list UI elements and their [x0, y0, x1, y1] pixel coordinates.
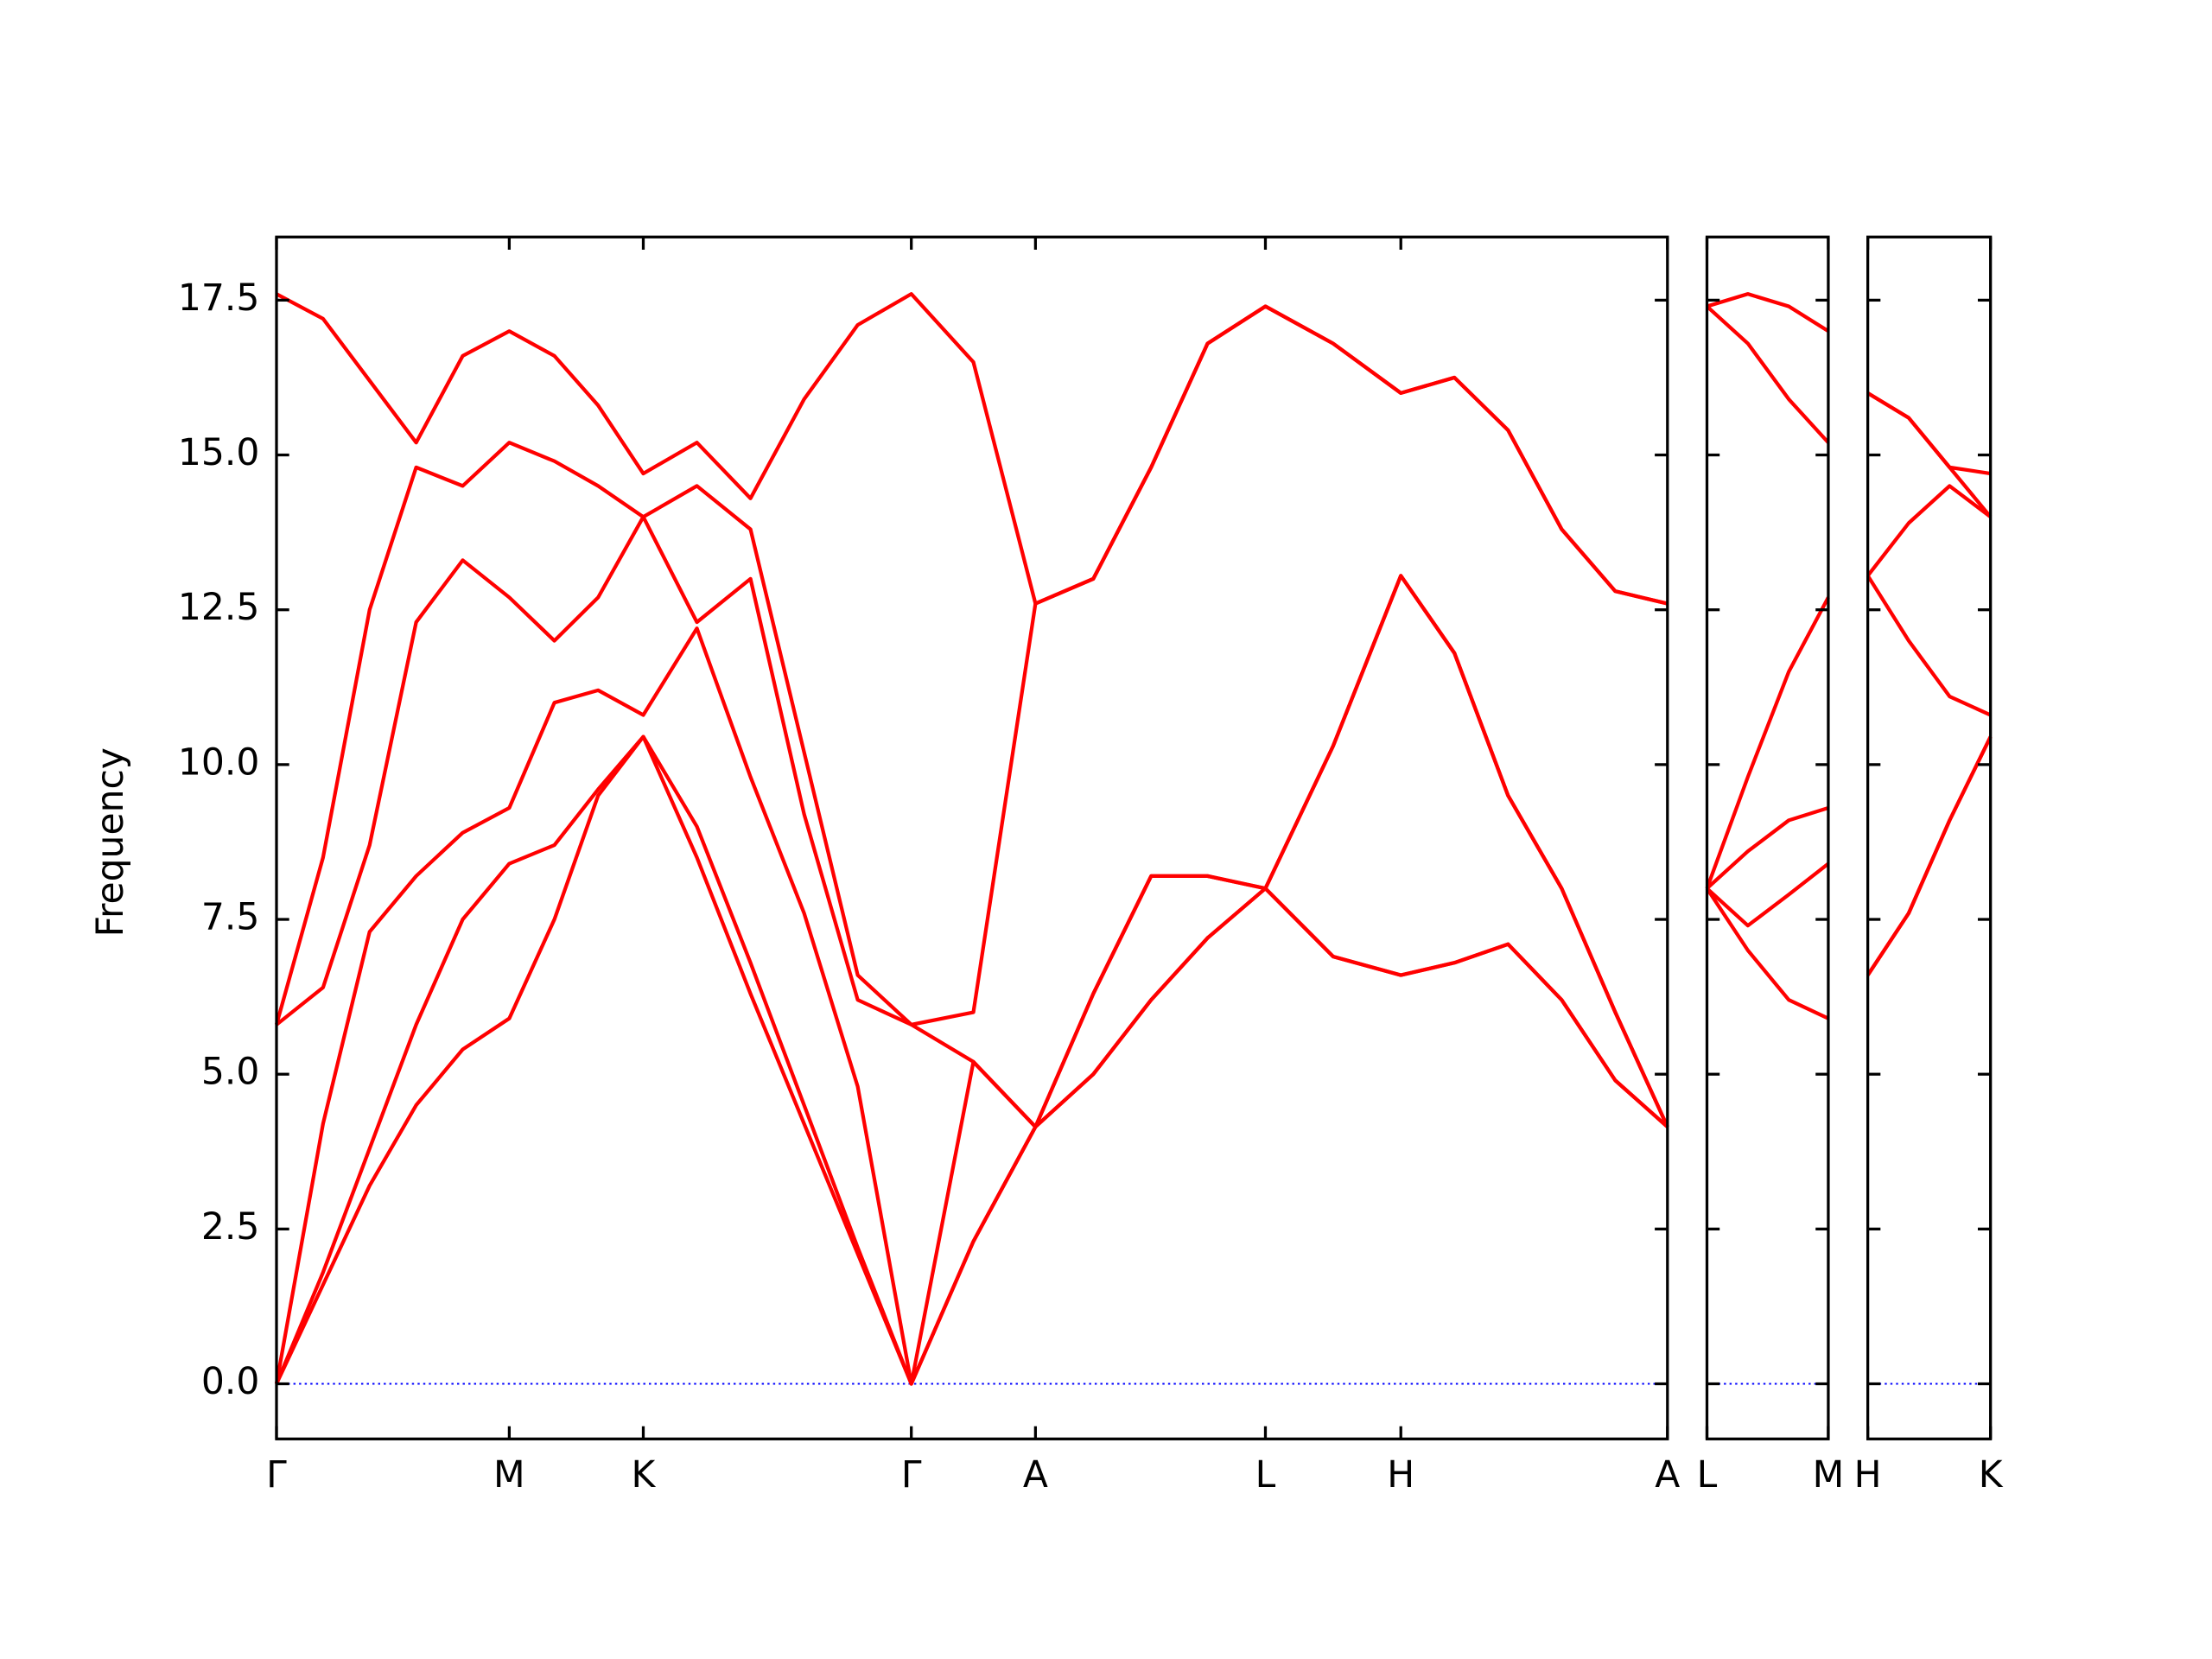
plot-frame: [275, 235, 1669, 1440]
y-axis-label: Frequency: [90, 747, 132, 937]
y-tick-label: 17.5: [178, 277, 259, 320]
x-tick-label: H: [1854, 1454, 1882, 1497]
x-tick-label: A: [1023, 1454, 1048, 1497]
band-line: [1866, 735, 1993, 976]
band-line: [1706, 806, 1829, 890]
band-line: [1706, 861, 1830, 928]
x-tick-label: Γ: [901, 1454, 922, 1497]
y-tick-label: 10.0: [178, 741, 259, 784]
y-tick-label: 0.0: [201, 1361, 260, 1403]
y-tick-label: 12.5: [178, 587, 259, 629]
y-tick-label: 2.5: [201, 1206, 260, 1249]
band-line: [1706, 292, 1830, 334]
band-line: [1706, 304, 1830, 444]
band-line: [1705, 596, 1830, 889]
plot-frame: [1705, 235, 1830, 1440]
band-line: [1866, 391, 1993, 518]
band-line: [1705, 887, 1829, 1020]
band-line: [274, 574, 1669, 1386]
band-line: [1866, 391, 1991, 476]
x-tick-label: Γ: [266, 1454, 287, 1497]
band-line: [1866, 575, 1992, 717]
y-tick-label: 5.0: [201, 1052, 260, 1094]
x-tick-label: K: [632, 1454, 657, 1497]
x-tick-label: H: [1387, 1454, 1414, 1497]
x-tick-label: L: [1255, 1454, 1276, 1497]
band-line: [1866, 484, 1992, 577]
x-tick-label: L: [1697, 1454, 1718, 1497]
x-tick-label: K: [1979, 1454, 2004, 1497]
x-tick-label: M: [1813, 1454, 1845, 1497]
x-tick-label: M: [493, 1454, 525, 1497]
y-tick-label: 7.5: [201, 897, 260, 939]
y-tick-label: 15.0: [178, 432, 259, 474]
x-tick-label: A: [1655, 1454, 1680, 1497]
band-line: [276, 292, 1669, 606]
plot-frame: [1866, 235, 1993, 1440]
